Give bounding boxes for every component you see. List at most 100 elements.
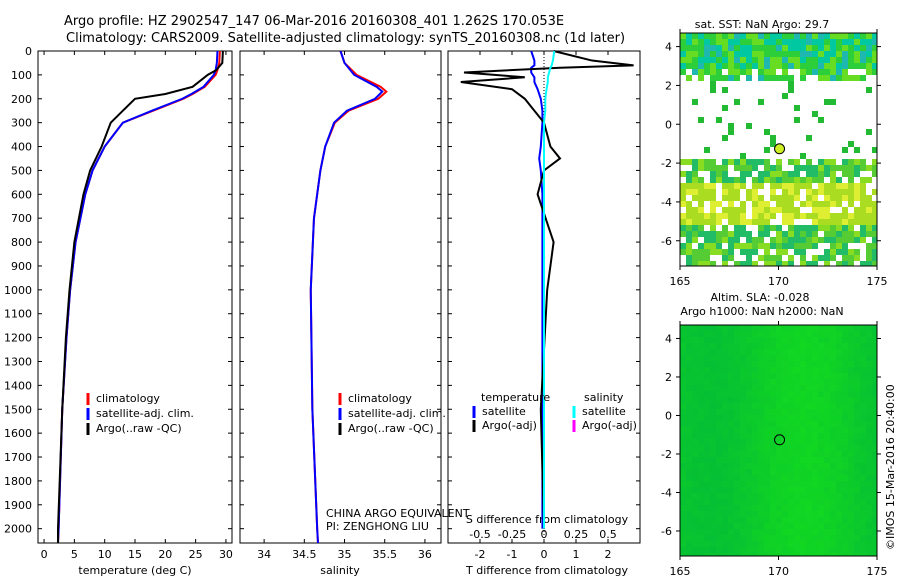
map-cell xyxy=(830,505,836,511)
map-cell xyxy=(836,439,842,445)
map-cell xyxy=(806,213,812,219)
map-cell xyxy=(764,147,770,153)
map-cell xyxy=(722,433,728,439)
map-cell xyxy=(860,421,866,427)
map-cell xyxy=(710,183,716,189)
map-cell xyxy=(800,255,806,261)
map-cell xyxy=(800,45,806,51)
map-cell xyxy=(872,243,877,249)
map-cell xyxy=(680,481,686,487)
map-cell xyxy=(710,207,716,213)
map-cell xyxy=(824,481,830,487)
map-cell xyxy=(842,499,848,505)
map-cell xyxy=(710,243,716,249)
map-cell xyxy=(836,51,842,57)
map-cell xyxy=(872,445,877,451)
map-cell xyxy=(794,337,800,343)
map-cell xyxy=(836,261,842,266)
map-cell xyxy=(722,249,728,255)
map-cell xyxy=(782,529,788,535)
map-cell xyxy=(818,373,824,379)
map-cell xyxy=(740,517,746,523)
map-cell xyxy=(728,39,734,45)
series-line-satellite-adj-clim- xyxy=(57,50,219,544)
map-cell xyxy=(734,457,740,463)
map-cell xyxy=(692,511,698,517)
map-cell xyxy=(746,45,752,51)
map-cell xyxy=(722,195,728,201)
map-cell xyxy=(842,51,848,57)
map-cell xyxy=(728,379,734,385)
map-cell xyxy=(716,391,722,397)
map-cell xyxy=(836,367,842,373)
map-cell xyxy=(806,541,812,547)
map-cell xyxy=(866,427,872,433)
map-cell xyxy=(830,159,836,165)
map-cell xyxy=(758,39,764,45)
map-cell xyxy=(722,75,728,81)
map-cell xyxy=(740,219,746,225)
map-cell xyxy=(866,421,872,427)
map-cell xyxy=(764,243,770,249)
map-cell xyxy=(764,331,770,337)
map-cell xyxy=(776,75,782,81)
map-cell xyxy=(722,547,728,553)
map-cell xyxy=(824,183,830,189)
map-cell xyxy=(806,237,812,243)
map-cell xyxy=(788,81,794,87)
map-cell xyxy=(728,529,734,535)
map-cell xyxy=(848,189,854,195)
map-cell xyxy=(722,427,728,433)
map-cell xyxy=(860,183,866,189)
map-cell xyxy=(758,343,764,349)
map-cell xyxy=(692,523,698,529)
depth-tick-label: 0 xyxy=(25,45,32,58)
map-cell xyxy=(860,499,866,505)
map-cell xyxy=(716,63,722,69)
map-cell xyxy=(860,523,866,529)
map-cell xyxy=(740,391,746,397)
map-cell xyxy=(692,469,698,475)
map-cell xyxy=(812,343,818,349)
map-cell xyxy=(788,45,794,51)
map-cell xyxy=(854,361,860,367)
map-cell xyxy=(770,213,776,219)
map-cell xyxy=(866,39,872,45)
map-cell xyxy=(872,379,877,385)
map-cell xyxy=(728,427,734,433)
map-cell xyxy=(710,403,716,409)
map-cell xyxy=(764,207,770,213)
map-cell xyxy=(872,213,877,219)
map-cell xyxy=(872,499,877,505)
map-cell xyxy=(794,457,800,463)
map-cell xyxy=(872,201,877,207)
map-cell xyxy=(794,409,800,415)
map-cell xyxy=(716,75,722,81)
map-cell xyxy=(746,219,752,225)
map-cell xyxy=(812,337,818,343)
map-cell xyxy=(794,33,800,39)
map-cell xyxy=(860,51,866,57)
map-cell xyxy=(854,481,860,487)
map-cell xyxy=(800,355,806,361)
map-cell xyxy=(776,361,782,367)
map-cell xyxy=(824,505,830,511)
map-cell xyxy=(692,171,698,177)
map-cell xyxy=(860,475,866,481)
map-cell xyxy=(800,237,806,243)
map-cell xyxy=(830,75,836,81)
map-cell xyxy=(686,39,692,45)
map-cell xyxy=(872,57,877,63)
map-cell xyxy=(872,397,877,403)
map-cell xyxy=(818,367,824,373)
map-cell xyxy=(776,337,782,343)
map-cell xyxy=(806,475,812,481)
map-cell xyxy=(692,439,698,445)
map-cell xyxy=(776,171,782,177)
map-cell xyxy=(800,337,806,343)
map-cell xyxy=(818,51,824,57)
map-cell xyxy=(836,385,842,391)
map-cell xyxy=(818,349,824,355)
map-cell xyxy=(770,397,776,403)
map-cell xyxy=(710,69,716,75)
